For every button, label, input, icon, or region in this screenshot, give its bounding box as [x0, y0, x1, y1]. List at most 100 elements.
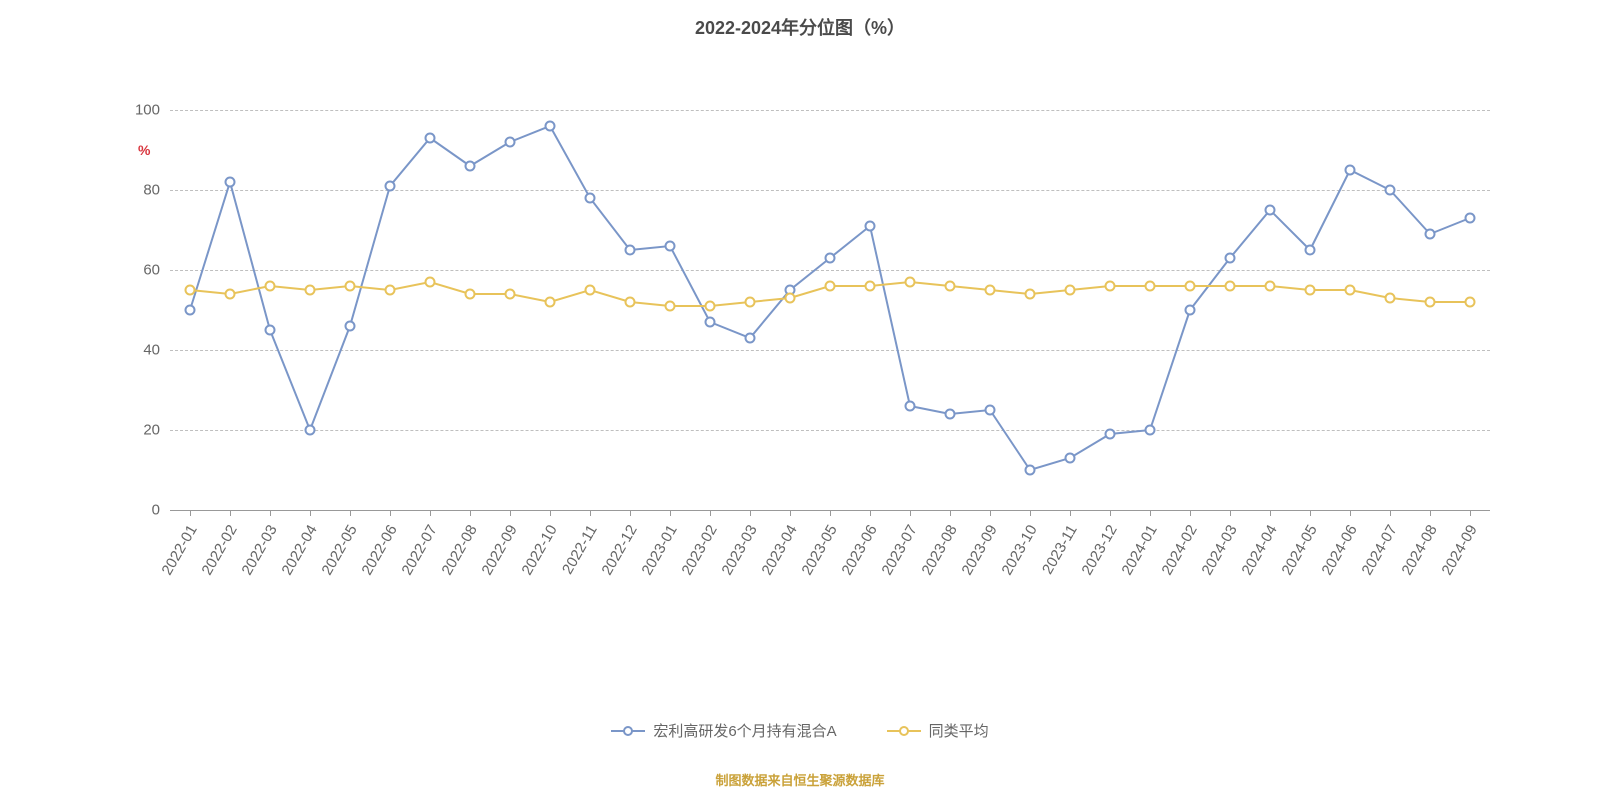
xtick-label: 2023-07: [878, 522, 920, 578]
series-marker: [386, 182, 395, 191]
legend-item: 同类平均: [887, 720, 989, 741]
xtick-mark: [990, 510, 991, 516]
xtick-mark: [870, 510, 871, 516]
xtick-mark: [950, 510, 951, 516]
xtick-label: 2024-06: [1318, 522, 1360, 578]
series-marker: [826, 282, 835, 291]
xtick-mark: [1150, 510, 1151, 516]
series-marker: [1426, 298, 1435, 307]
xtick-label: 2024-03: [1198, 522, 1240, 578]
series-marker: [746, 334, 755, 343]
series-marker: [906, 402, 915, 411]
xtick-label: 2023-01: [638, 522, 680, 578]
xtick-label: 2022-08: [438, 522, 480, 578]
plot-area: 0204060801002022-012022-022022-032022-04…: [170, 110, 1490, 510]
series-marker: [1106, 430, 1115, 439]
series-marker: [1066, 286, 1075, 295]
series-marker: [306, 426, 315, 435]
series-marker: [506, 290, 515, 299]
series-marker: [1466, 214, 1475, 223]
series-marker: [266, 282, 275, 291]
y-axis-unit: %: [138, 142, 150, 158]
xtick-label: 2022-09: [478, 522, 520, 578]
series-marker: [346, 322, 355, 331]
series-marker: [1226, 282, 1235, 291]
xtick-label: 2023-06: [838, 522, 880, 578]
xtick-label: 2023-11: [1039, 522, 1081, 577]
series-marker: [1426, 230, 1435, 239]
series-marker: [1266, 282, 1275, 291]
series-marker: [1386, 294, 1395, 303]
xtick-mark: [510, 510, 511, 516]
percentile-chart: 2022-2024年分位图（%） % 0204060801002022-0120…: [0, 0, 1600, 800]
series-marker: [626, 298, 635, 307]
xtick-label: 2023-10: [998, 522, 1040, 578]
series-marker: [346, 282, 355, 291]
series-marker: [266, 326, 275, 335]
xtick-mark: [910, 510, 911, 516]
xtick-label: 2024-04: [1238, 522, 1280, 578]
xtick-mark: [550, 510, 551, 516]
xtick-mark: [1310, 510, 1311, 516]
xtick-mark: [430, 510, 431, 516]
series-layer: [170, 110, 1490, 510]
ytick-label: 40: [120, 342, 160, 359]
series-marker: [306, 286, 315, 295]
xtick-mark: [1350, 510, 1351, 516]
series-marker: [386, 286, 395, 295]
xtick-label: 2022-07: [398, 522, 440, 578]
series-marker: [226, 178, 235, 187]
series-marker: [1066, 454, 1075, 463]
series-marker: [866, 222, 875, 231]
xtick-mark: [230, 510, 231, 516]
series-marker: [1186, 306, 1195, 315]
xtick-label: 2022-02: [198, 522, 240, 578]
xtick-mark: [310, 510, 311, 516]
xtick-label: 2024-07: [1358, 522, 1400, 578]
xtick-label: 2022-03: [238, 522, 280, 578]
xtick-mark: [1030, 510, 1031, 516]
xtick-label: 2022-12: [598, 522, 640, 578]
xtick-label: 2023-08: [918, 522, 960, 578]
xtick-label: 2024-02: [1158, 522, 1200, 578]
xtick-mark: [670, 510, 671, 516]
xtick-label: 2023-04: [758, 522, 800, 578]
xtick-mark: [630, 510, 631, 516]
series-marker: [1266, 206, 1275, 215]
series-marker: [666, 302, 675, 311]
ytick-label: 60: [120, 262, 160, 279]
series-marker: [866, 282, 875, 291]
xtick-label: 2024-01: [1118, 522, 1160, 578]
xtick-mark: [830, 510, 831, 516]
series-marker: [906, 278, 915, 287]
series-marker: [1106, 282, 1115, 291]
xtick-label: 2022-04: [278, 522, 320, 578]
series-marker: [506, 138, 515, 147]
series-marker: [1346, 286, 1355, 295]
xtick-label: 2023-02: [678, 522, 720, 578]
series-marker: [426, 134, 435, 143]
legend-label: 同类平均: [929, 720, 989, 741]
xtick-mark: [270, 510, 271, 516]
xtick-label: 2023-03: [718, 522, 760, 578]
series-marker: [706, 318, 715, 327]
xtick-mark: [470, 510, 471, 516]
series-marker: [546, 122, 555, 131]
series-marker: [626, 246, 635, 255]
xtick-mark: [750, 510, 751, 516]
series-marker: [666, 242, 675, 251]
xtick-mark: [1070, 510, 1071, 516]
xtick-label: 2024-05: [1278, 522, 1320, 578]
ytick-label: 20: [120, 422, 160, 439]
xtick-label: 2022-05: [318, 522, 360, 578]
series-marker: [1466, 298, 1475, 307]
xtick-mark: [350, 510, 351, 516]
series-marker: [1186, 282, 1195, 291]
xtick-mark: [390, 510, 391, 516]
xtick-mark: [1430, 510, 1431, 516]
series-line-0: [190, 126, 1470, 470]
xtick-label: 2022-06: [358, 522, 400, 578]
xtick-label: 2022-11: [559, 522, 601, 577]
xtick-mark: [710, 510, 711, 516]
xtick-mark: [1190, 510, 1191, 516]
